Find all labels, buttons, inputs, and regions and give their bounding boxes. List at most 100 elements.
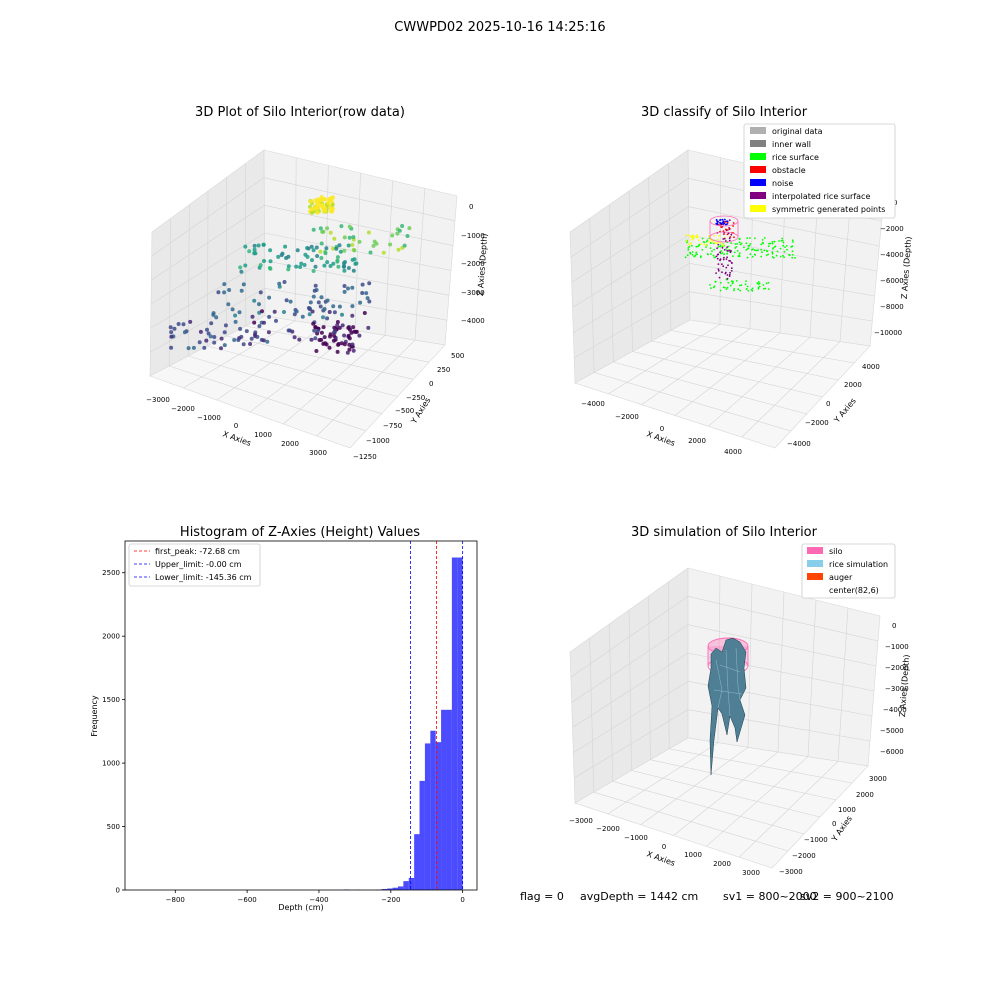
panel2-data-point xyxy=(701,249,704,251)
panel4-legend-swatch xyxy=(807,560,823,567)
panel2-data-point xyxy=(771,251,774,254)
panel1-data-point xyxy=(302,263,307,267)
panel1-data-point xyxy=(331,195,335,200)
panel2-data-point xyxy=(715,255,718,258)
histogram-bar xyxy=(446,709,452,890)
panel4-z-tick: −1000 xyxy=(885,643,909,651)
panel1-data-point xyxy=(348,327,352,332)
panel1-data-point xyxy=(232,338,237,342)
histogram-x-tick: −800 xyxy=(166,896,185,904)
histogram-axes-frame xyxy=(124,540,478,891)
panel2-data-point xyxy=(773,256,775,259)
panel1-y-tick: 250 xyxy=(437,366,450,374)
panel2-data-point xyxy=(757,287,760,290)
panel2-data-point xyxy=(783,256,785,259)
panel1-data-point xyxy=(350,304,355,309)
panel2-data-point xyxy=(701,237,704,240)
panel4-legend-label: auger xyxy=(829,573,853,582)
panel1-data-point xyxy=(317,338,322,342)
panel2-data-point xyxy=(713,248,715,251)
panel1-data-point xyxy=(239,288,244,293)
panel1-data-point xyxy=(267,295,272,300)
panel1-data-point xyxy=(311,294,316,299)
panel1-data-point xyxy=(292,312,297,317)
panel4-x-tick: −2000 xyxy=(596,825,620,833)
panel1-data-point xyxy=(346,266,351,270)
panel2-data-point xyxy=(749,253,752,256)
panel1-data-point xyxy=(252,247,257,252)
histogram-bar xyxy=(435,742,442,890)
panel4-ticks: −3000 −2000 −1000 0 1000 2000 3000 3000 … xyxy=(569,622,909,877)
histogram-bar xyxy=(387,888,393,890)
panel2-data-point xyxy=(723,286,726,289)
panel1-data-point xyxy=(267,314,272,319)
panel1-data-point xyxy=(247,249,252,254)
panel2-data-point xyxy=(729,284,732,287)
panel2-data-point xyxy=(734,243,737,245)
panel2-legend-label: noise xyxy=(772,179,793,188)
panel2-data-point xyxy=(723,237,726,240)
panel1-data-point xyxy=(327,310,332,314)
panel1-data-point xyxy=(342,268,347,273)
panel1-y-tick: −1250 xyxy=(353,453,377,461)
panel4-y-tick: −1000 xyxy=(804,836,828,844)
panel2-data-point xyxy=(688,245,691,248)
panel2-data-point xyxy=(689,252,692,255)
panel2-data-point xyxy=(760,243,763,246)
panel1-x-tick: 3000 xyxy=(309,449,327,457)
panel2-data-point xyxy=(727,281,730,284)
panel1-data-point xyxy=(350,342,355,347)
histogram-bar xyxy=(408,877,415,890)
panel1-data-point xyxy=(354,329,359,334)
panel1-data-point xyxy=(252,320,257,325)
panel2-data-point xyxy=(760,255,763,258)
panel1-data-point xyxy=(249,336,254,341)
panel1-data-point xyxy=(276,254,281,259)
panel1-data-point xyxy=(169,330,174,335)
footer-flag: flag = 0 xyxy=(520,890,564,903)
panel1-data-point xyxy=(268,259,273,264)
panel2-data-point xyxy=(722,238,725,240)
panel2-data-point xyxy=(702,241,705,243)
panel2-data-point xyxy=(691,251,694,253)
panel1-data-point xyxy=(342,289,347,294)
histogram-bar xyxy=(457,557,463,890)
panel4-x-label: X Axies xyxy=(645,849,676,868)
panel2-data-point xyxy=(788,254,790,256)
panel2-data-point xyxy=(761,239,764,241)
panel1-data-point xyxy=(331,246,335,251)
panel1-data-point xyxy=(309,337,314,342)
panel2-data-point xyxy=(738,238,741,241)
panel2-data-point xyxy=(719,289,722,292)
panel2-legend-swatch xyxy=(750,127,766,134)
panel1-data-point xyxy=(262,259,266,263)
panel1-data-point xyxy=(367,281,372,286)
panel1-data-point xyxy=(212,335,217,339)
panel1-data-point xyxy=(299,261,304,266)
panel1-data-point xyxy=(292,335,297,340)
panel1-data-point xyxy=(176,322,181,326)
panel2-data-point xyxy=(758,282,761,285)
panel1-data-point xyxy=(244,329,249,334)
panel1-data-point xyxy=(318,249,323,254)
panel2-data-point xyxy=(723,221,726,224)
panel2-y-tick: 4000 xyxy=(862,363,880,371)
panel1-data-point xyxy=(309,207,314,212)
panel1-data-point xyxy=(286,264,291,269)
panel2-data-point xyxy=(695,236,698,239)
panel2-x-tick: 2000 xyxy=(688,437,706,445)
panel2-data-point xyxy=(719,223,721,226)
panel2-data-point xyxy=(782,254,784,257)
panel1-data-point xyxy=(347,224,352,229)
panel-classify-scatter: 3D classify of Silo Interior −4000 −2000… xyxy=(569,105,913,456)
panel2-data-point xyxy=(733,289,735,292)
panel2-legend: original data inner wall rice surface obsta… xyxy=(743,123,896,219)
panel2-data-point xyxy=(765,282,768,285)
histogram-legend-label: Upper_limit: -0.00 cm xyxy=(155,560,242,569)
panel2-data-point xyxy=(719,258,722,261)
panel2-data-point xyxy=(738,241,741,244)
panel4-y-tick: 0 xyxy=(832,820,836,828)
panel2-legend-swatch xyxy=(750,192,766,199)
panel1-data-point xyxy=(243,244,248,249)
histogram-y-tick: 2000 xyxy=(102,633,120,641)
